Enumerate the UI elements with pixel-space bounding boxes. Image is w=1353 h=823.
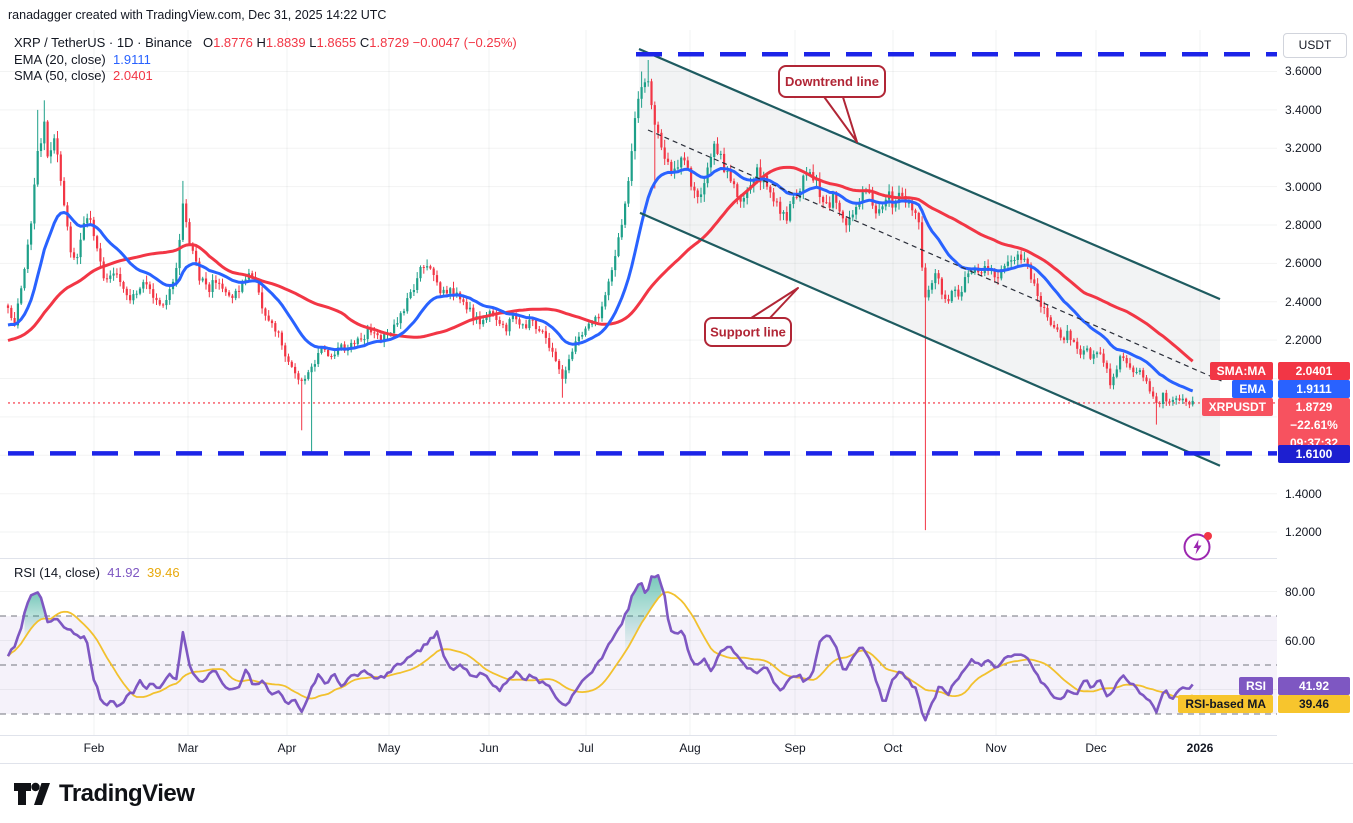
rsi-ma-value: 39.46 (147, 565, 180, 580)
rsi-overbought-fill (24, 592, 45, 639)
time-axis-label[interactable]: Oct (883, 741, 903, 755)
downtrend-callout[interactable]: Downtrend line (778, 65, 886, 143)
ohlc-change: −0.0047 (−0.25%) (412, 35, 517, 50)
rsi-tag[interactable]: RSI (1238, 677, 1273, 695)
ohlc-low: 1.8655 (316, 35, 357, 50)
rsi-tick-label: 60.00 (1285, 633, 1316, 648)
price-tick-label: 3.2000 (1285, 141, 1322, 156)
pane-divider[interactable] (0, 558, 1353, 559)
rsi-tick-label: 80.00 (1285, 584, 1316, 599)
ohlc-open: 1.8776 (213, 35, 253, 50)
sma50-line (7, 165, 1194, 363)
price-tick-label: 3.0000 (1285, 179, 1322, 194)
ema20-line (7, 167, 1194, 393)
price-axis[interactable]: USDT 3.6000 3.4000 3.2000 3.0000 2.8000 2.600… (1277, 30, 1353, 763)
tradingview-logo-text: TradingView (59, 780, 195, 807)
price-tick-label: 2.8000 (1285, 218, 1322, 232)
flash-idea-icon[interactable] (1181, 529, 1215, 563)
tradingview-logo[interactable]: TradingView (14, 779, 195, 809)
bottom-divider (0, 763, 1353, 764)
rsi-value-badge: 41.92 (1278, 677, 1350, 695)
tradingview-logo-icon (14, 782, 50, 805)
time-axis-label[interactable]: Dec (1085, 741, 1107, 755)
support-line (639, 211, 1221, 467)
notification-dot (1204, 532, 1212, 540)
rsi-ma-tag[interactable]: RSI-based MA (1178, 695, 1273, 713)
sma-tag[interactable]: SMA:MA (1209, 362, 1273, 380)
svg-text:Downtrend line: Downtrend line (785, 74, 879, 89)
time-axis-label[interactable]: Feb (83, 741, 105, 755)
time-axis-label[interactable]: Aug (679, 741, 701, 755)
ema-label[interactable]: EMA (20, close) (14, 52, 106, 67)
currency-toggle-button[interactable]: USDT (1283, 33, 1347, 58)
price-tick-label: 2.4000 (1285, 294, 1322, 309)
ema-legend-row[interactable]: EMA (20, close) 1.9111 (14, 52, 151, 67)
price-tick-label: 1.2000 (1285, 525, 1322, 540)
price-tick-label: 1.4000 (1285, 486, 1322, 501)
rsi-value: 41.92 (107, 565, 140, 580)
time-axis-divider (0, 735, 1353, 736)
ema-tag[interactable]: EMA (1232, 380, 1273, 398)
sma-legend-row[interactable]: SMA (50, close) 2.0401 (14, 68, 153, 83)
symbol-tag[interactable]: XRPUSDT (1201, 398, 1273, 416)
price-tick-label: 3.4000 (1285, 102, 1322, 117)
time-axis-label[interactable]: Mar (177, 741, 199, 755)
last-price-badge: 1.8729 −22.61% 09:37:32 (1278, 398, 1350, 452)
time-axis-label[interactable]: Apr (277, 741, 297, 755)
symbol-legend-row[interactable]: XRP / TetherUS · 1D · Binance O1.8776 H1… (14, 35, 517, 50)
attribution-text: ranadagger created with TradingView.com,… (8, 8, 387, 22)
rsi-legend-row[interactable]: RSI (14, close) 41.92 39.46 (14, 565, 180, 580)
time-axis-label[interactable]: Sep (784, 741, 806, 755)
time-axis-label[interactable]: Jun (479, 741, 499, 755)
time-axis-label[interactable]: 2026 (1186, 741, 1214, 755)
rsi-label[interactable]: RSI (14, close) (14, 565, 100, 580)
channel-fill (639, 49, 1220, 466)
time-axis-label[interactable]: Nov (985, 741, 1007, 755)
price-chart-pane[interactable]: Downtrend line Support line (0, 30, 1277, 558)
symbol-exchange[interactable]: Binance (145, 35, 193, 50)
ema-value: 1.9111 (113, 52, 151, 67)
sma-label[interactable]: SMA (50, close) (14, 68, 106, 83)
ohlc-high: 1.8839 (265, 35, 306, 50)
downtrend-line (638, 47, 1221, 301)
rsi-ma-value-badge: 39.46 (1278, 695, 1350, 713)
support-callout[interactable]: Support line (704, 287, 799, 347)
price-tick-label: 3.6000 (1285, 64, 1322, 79)
rsi-indicator-pane[interactable] (0, 558, 1277, 735)
rsi-line (6, 574, 1194, 722)
sma-price-badge: 2.0401 (1278, 362, 1350, 380)
support-level-badge: 1.6100 (1278, 445, 1350, 463)
time-axis-label[interactable]: May (377, 741, 401, 755)
symbol-interval[interactable]: 1D (116, 35, 134, 50)
time-axis-label[interactable]: Jul (578, 741, 594, 755)
channel-midline (647, 129, 1223, 382)
sma-value: 2.0401 (113, 68, 153, 83)
last-price-change: −22.61% (1290, 418, 1338, 432)
lightning-bolt-icon (1193, 539, 1202, 555)
price-tick-label: 2.6000 (1285, 256, 1322, 271)
last-price-value: 1.8729 (1295, 400, 1333, 414)
ema-price-badge: 1.9111 (1278, 380, 1350, 398)
ohlc-close: 1.8729 (369, 35, 410, 50)
svg-text:Support line: Support line (710, 325, 786, 340)
symbol-title[interactable]: XRP / TetherUS (14, 35, 106, 50)
price-tick-label: 2.2000 (1285, 333, 1322, 348)
